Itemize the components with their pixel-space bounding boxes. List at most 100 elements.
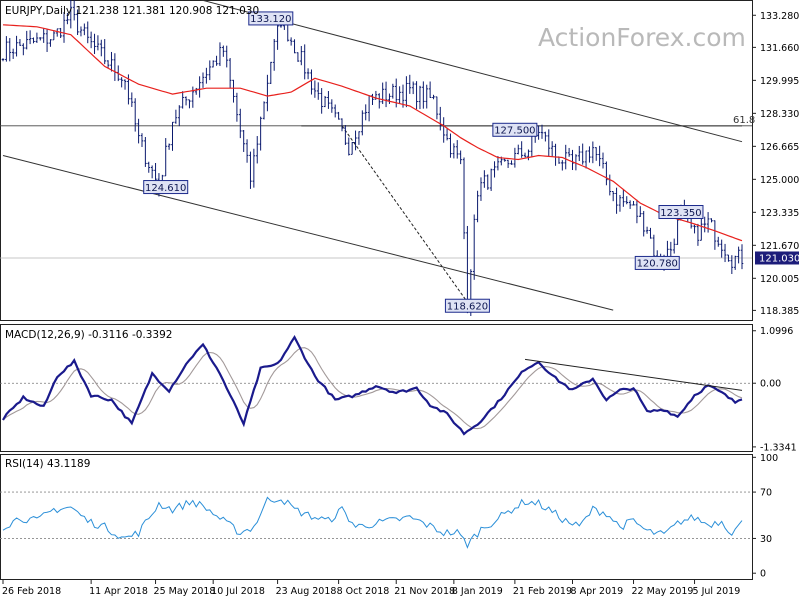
date-tick-label: 8 Jan 2019 (452, 586, 503, 597)
price-bar (628, 200, 632, 209)
date-tick-label: 21 Feb 2019 (513, 586, 572, 597)
price-bar (438, 106, 442, 131)
price-bar (567, 147, 571, 157)
date-tick-label: 21 Nov 2018 (394, 586, 455, 597)
price-bar (601, 152, 605, 169)
price-bar (144, 137, 147, 167)
price-bar (496, 156, 500, 171)
rsi-panel-frame (0, 454, 753, 580)
price-bar (171, 121, 174, 151)
price-bar (364, 104, 368, 121)
price-bar (188, 99, 191, 109)
price-bar (520, 141, 523, 158)
price-bar (598, 145, 601, 167)
price-bar (201, 72, 205, 88)
price-bar (208, 60, 212, 81)
price-label-124-610: 124.610 (143, 180, 189, 195)
macd-panel-title: MACD(12,26,9) -0.3116 -0.3392 (5, 329, 172, 341)
price-bar (150, 165, 154, 179)
price-label-text: 123.350 (660, 208, 701, 219)
price-bar (123, 79, 127, 90)
price-tick-label: 128.330 (760, 109, 799, 120)
price-bar (38, 37, 42, 41)
price-bar (76, 9, 79, 36)
price-bar (503, 158, 507, 162)
price-bar (174, 109, 178, 124)
macd-line (2, 335, 743, 436)
price-bar (472, 214, 476, 280)
price-bar (550, 141, 554, 157)
price-bar (1, 58, 5, 62)
price-bar (205, 67, 208, 84)
price-bar (516, 144, 520, 155)
price-bar (320, 88, 323, 114)
price-bar (449, 133, 452, 158)
price-bar (513, 147, 517, 168)
price-bar (459, 150, 462, 165)
price-tick-label: 133.280 (760, 11, 799, 22)
date-tick-label: 23 Aug 2018 (276, 586, 337, 597)
price-bar (594, 147, 598, 161)
price-bar (22, 43, 25, 56)
price-bar (733, 255, 737, 270)
price-bar (164, 138, 168, 177)
price-bar (418, 85, 422, 110)
rsi-tick-label: 100 (760, 453, 778, 464)
price-bar (408, 74, 412, 94)
diagonal-dashed-line (341, 125, 468, 303)
macd-trendline (524, 358, 743, 391)
price-bar (55, 28, 59, 37)
price-bar (530, 134, 534, 157)
macd-tick-label: 0.00 (760, 379, 781, 390)
price-bar (506, 159, 510, 168)
price-bar (615, 187, 618, 214)
macd-panel: 1.0996 0.00 -1.3341 MACD(12,26,9) -0.3116 … (0, 326, 797, 453)
price-bar (354, 130, 357, 151)
price-bar (422, 81, 425, 109)
price-label-text: 120.780 (637, 259, 678, 270)
price-bar (344, 125, 347, 145)
price-bar (62, 12, 66, 43)
price-bar (225, 45, 229, 68)
price-bar (184, 96, 188, 106)
price-bar (245, 139, 249, 163)
price-label-box (248, 11, 294, 26)
price-bar (377, 93, 381, 109)
price-bar (588, 146, 591, 163)
last-price-value: 121.030 (759, 253, 800, 264)
price-bar (642, 210, 645, 237)
price-bar (93, 33, 96, 54)
price-bar (693, 224, 696, 234)
price-bar (340, 118, 344, 132)
price-tick-label: 129.995 (760, 76, 799, 87)
rsi-panel: 100 70 30 0 RSI(14) 43.1189 (0, 453, 778, 580)
price-bar (69, 0, 73, 29)
price-bar (120, 77, 123, 88)
price-bar (66, 12, 69, 25)
price-bar (527, 149, 530, 161)
price-bar (554, 143, 557, 166)
price-bar (235, 92, 239, 122)
price-bar (428, 81, 432, 98)
price-bar (547, 129, 551, 157)
price-label-text: 133.120 (250, 14, 291, 25)
price-bar (218, 42, 222, 67)
price-bar (154, 162, 157, 183)
macd-tick-label: 1.0996 (760, 326, 793, 337)
date-tick-label: 26 Feb 2018 (2, 586, 61, 597)
price-bar (238, 108, 242, 139)
price-label-118-620: 118.620 (444, 298, 490, 313)
price-bar (703, 216, 707, 233)
price-bar (35, 32, 39, 43)
price-bar (100, 39, 103, 57)
price-label-127-500: 127.500 (492, 122, 538, 137)
price-label-text: 124.610 (145, 183, 186, 194)
price-bar (611, 191, 615, 202)
price-bar (384, 81, 388, 108)
price-bar (232, 79, 235, 103)
price-bar (137, 118, 140, 144)
date-tick-label: 8 Oct 2018 (337, 586, 390, 597)
price-bar (86, 21, 90, 44)
price-bar (625, 196, 629, 205)
